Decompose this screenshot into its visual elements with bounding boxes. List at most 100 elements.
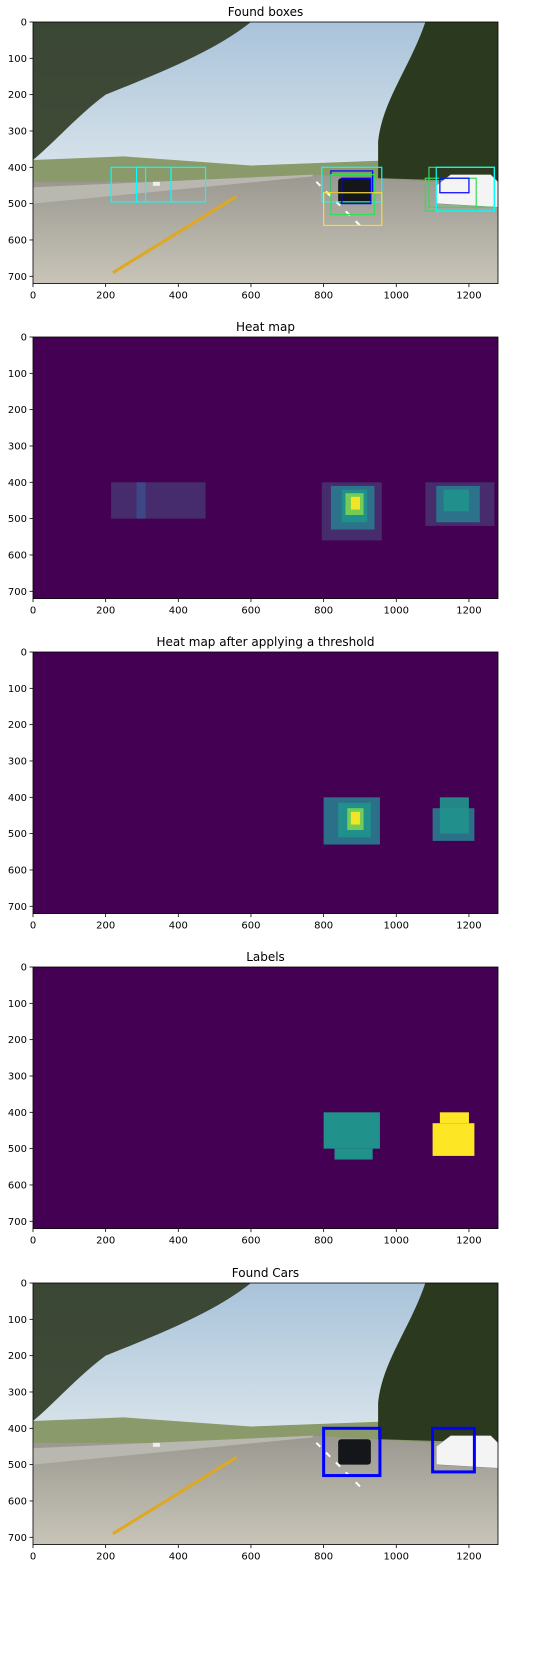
y-tick-label: 100 [8, 684, 27, 695]
heat-cell [350, 811, 360, 825]
x-tick-label: 0 [30, 1236, 36, 1247]
x-tick-label: 800 [314, 1552, 333, 1563]
heat-cell [111, 482, 206, 519]
detection-box [439, 177, 470, 194]
x-tick-label: 600 [241, 1236, 260, 1247]
x-tick-label: 1000 [384, 606, 409, 617]
x-tick-label: 400 [169, 1552, 188, 1563]
axes-frame [32, 21, 499, 284]
y-tick-label: 700 [8, 1217, 27, 1228]
x-tick-label: 1000 [384, 1552, 409, 1563]
panel-title: Found boxes [228, 5, 303, 19]
x-tick-label: 200 [96, 291, 115, 302]
panel-title: Found Cars [232, 1266, 299, 1280]
x-tick-label: 800 [314, 1236, 333, 1247]
y-tick-label: 0 [21, 333, 27, 344]
heat-cell [136, 482, 146, 519]
y-tick-label: 300 [8, 441, 27, 452]
guardrail [33, 174, 313, 204]
panel-5: Found Cars 0 200 400 600 800 1000 1200 0 100 200 30… [8, 1266, 499, 1563]
x-tick-label: 400 [169, 921, 188, 932]
dark-car [338, 1439, 371, 1465]
y-tick-label: 200 [8, 720, 27, 731]
y-tick-label: 600 [8, 235, 27, 246]
label-region [439, 1112, 469, 1124]
y-tick-label: 400 [8, 163, 27, 174]
x-tick-label: 1200 [456, 606, 481, 617]
y-tick-label: 700 [8, 902, 27, 913]
label-region [323, 1112, 380, 1149]
x-tick-label: 200 [96, 1552, 115, 1563]
x-tick-label: 0 [30, 921, 36, 932]
x-tick-label: 400 [169, 606, 188, 617]
dark-car [338, 178, 371, 204]
y-tick-label: 700 [8, 1533, 27, 1544]
y-tick-label: 500 [8, 1144, 27, 1155]
y-tick-label: 500 [8, 1460, 27, 1471]
x-tick-label: 800 [314, 606, 333, 617]
y-tick-label: 600 [8, 865, 27, 876]
label-region [432, 1123, 475, 1156]
x-tick-label: 0 [30, 291, 36, 302]
white-lane-line [315, 1442, 361, 1488]
trees-right [378, 1283, 498, 1443]
x-tick-label: 1200 [456, 291, 481, 302]
trees-right [378, 22, 498, 182]
plot-area [33, 967, 498, 1229]
y-tick-label: 400 [8, 1424, 27, 1435]
road-surface [33, 1435, 498, 1545]
y-tick-label: 200 [8, 405, 27, 416]
panel-3: Heat map after applying a threshold 0 200 4… [8, 635, 499, 932]
y-tick-label: 400 [8, 478, 27, 489]
y-tick-label: 500 [8, 199, 27, 210]
panel-title: Labels [246, 950, 285, 964]
detection-box [110, 166, 147, 203]
x-tick-label: 600 [241, 291, 260, 302]
heat-cell [350, 496, 360, 510]
detection-box [435, 166, 495, 212]
y-tick-label: 300 [8, 126, 27, 137]
y-tick-label: 300 [8, 756, 27, 767]
panel-1: Found boxes 0 200 400 600 800 1000 1200 0 100 200 3… [8, 5, 499, 302]
panel-4: Labels 0 200 400 600 800 1000 1200 0 100 200 300 400… [8, 950, 499, 1247]
x-tick-label: 200 [96, 1236, 115, 1247]
y-tick-label: 700 [8, 587, 27, 598]
x-tick-label: 600 [241, 1552, 260, 1563]
distant-car [152, 1442, 160, 1447]
y-tick-label: 300 [8, 1071, 27, 1082]
x-tick-label: 0 [30, 1552, 36, 1563]
white-lane-line [315, 181, 361, 227]
x-tick-label: 600 [241, 606, 260, 617]
x-tick-label: 400 [169, 291, 188, 302]
distant-car [152, 181, 160, 186]
white-car [435, 1435, 498, 1469]
y-tick-label: 200 [8, 1035, 27, 1046]
car-bounding-box [322, 1426, 382, 1478]
axes-frame [32, 966, 499, 1229]
yellow-lane-line [112, 1456, 238, 1535]
plot-area [33, 22, 498, 284]
y-tick-label: 400 [8, 793, 27, 804]
x-tick-label: 1200 [456, 1236, 481, 1247]
heatmap-background [33, 652, 498, 914]
y-tick-label: 0 [21, 18, 27, 29]
yellow-lane-line [112, 195, 238, 274]
tree-canopy-left [33, 22, 251, 161]
y-tick-label: 500 [8, 514, 27, 525]
y-tick-label: 600 [8, 1180, 27, 1191]
y-tick-label: 300 [8, 1387, 27, 1398]
y-tick-label: 100 [8, 999, 27, 1010]
x-tick-label: 1000 [384, 291, 409, 302]
white-car [435, 174, 498, 208]
detection-box [323, 192, 383, 227]
detection-box [330, 173, 376, 216]
x-tick-label: 1200 [456, 1552, 481, 1563]
y-tick-label: 100 [8, 1315, 27, 1326]
y-tick-label: 600 [8, 1496, 27, 1507]
x-tick-label: 1000 [384, 921, 409, 932]
x-tick-label: 1200 [456, 921, 481, 932]
y-tick-label: 0 [21, 648, 27, 659]
y-tick-label: 500 [8, 829, 27, 840]
y-tick-label: 200 [8, 1351, 27, 1362]
